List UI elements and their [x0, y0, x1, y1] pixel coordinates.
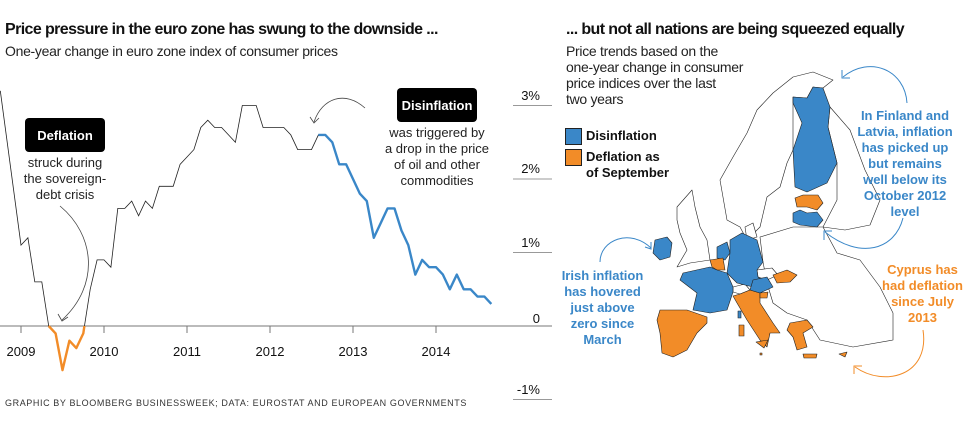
disinflation-note-line: a drop in the price — [384, 141, 490, 156]
country-slovakia — [772, 269, 798, 284]
y-tick-label: 0 — [532, 311, 540, 326]
deflation-note-line: the sovereign- — [23, 171, 107, 186]
annotation-line: well below its — [863, 172, 947, 187]
annotation-line: Irish inflation — [561, 268, 644, 283]
annotation-line: Cyprus has — [887, 262, 958, 277]
europe-map — [652, 71, 894, 359]
y-tick-label: 3% — [521, 87, 540, 103]
disinflation-label-box: Disinflation — [397, 88, 477, 122]
ireland-arrow — [599, 237, 652, 263]
disinflation-arrowhead — [309, 116, 320, 124]
annotation-line: has picked up — [861, 140, 949, 155]
legend-label-line: Deflation as — [586, 149, 660, 164]
country-netherlands — [716, 241, 731, 261]
annotation-finland-latvia: In Finland and Latvia, inflation has pic… — [850, 108, 960, 220]
legend-swatch-blue — [565, 128, 582, 145]
right-map-subtitle: Price trends based on the one-year chang… — [566, 43, 743, 107]
country-malta — [759, 352, 763, 356]
country-greece — [786, 319, 814, 351]
annotation-line: In Finland and — [860, 108, 950, 123]
deflation-note-line: struck during — [27, 155, 103, 170]
annotation-line: level — [890, 204, 920, 219]
annotation-line: October 2012 — [863, 188, 947, 203]
legend-item-disinflation: Disinflation — [565, 128, 657, 145]
annotation-cyprus: Cyprus has had deflation since July 2013 — [870, 262, 970, 326]
finland-arrowhead — [841, 70, 850, 79]
annotation-ireland: Irish inflation has hovered just above z… — [550, 268, 655, 348]
footer-credit: GRAPHIC BY BLOOMBERG BUSINESSWEEK; DATA:… — [5, 398, 467, 408]
country-sicily — [755, 339, 769, 349]
chart-annotation-arrows — [57, 97, 366, 322]
left-chart-subtitle: One-year change in euro zone index of co… — [5, 43, 338, 59]
disinflation-segment — [318, 133, 493, 305]
annotation-line: 2013 — [908, 310, 937, 325]
x-tick-label: 2014 — [421, 344, 451, 359]
disinflation-note-line: of oil and other — [393, 157, 480, 172]
annotation-line: Latvia, inflation — [857, 124, 953, 139]
annotation-line: but remains — [868, 156, 942, 171]
annotation-line: zero since — [570, 316, 635, 331]
y-tick-label: -1% — [516, 381, 540, 397]
annotation-line: since July — [891, 294, 954, 309]
x-tick-label: 2012 — [255, 344, 285, 359]
latvia-arrowhead — [823, 230, 832, 240]
country-sardinia — [738, 324, 745, 337]
x-tick-label: 2010 — [89, 344, 119, 359]
x-tick-label: 2009 — [6, 344, 36, 359]
x-tick-label: 2011 — [173, 344, 201, 359]
annotation-line: March — [583, 332, 622, 347]
country-corsica — [737, 310, 742, 319]
y-tick-label: 1% — [521, 234, 540, 250]
subtitle-line: price indices over the last — [566, 75, 716, 91]
deflation-note: struck during the sovereign- debt crisis — [5, 155, 125, 203]
deflation-label-box: Deflation — [25, 118, 105, 152]
disinflation-note-line: was triggered by — [389, 125, 485, 140]
subtitle-line: Price trends based on the — [566, 43, 719, 59]
country-spain-portugal — [656, 309, 708, 358]
x-tick-label: 2013 — [338, 344, 368, 359]
country-cyprus — [838, 351, 848, 358]
country-finland — [792, 86, 838, 193]
cyprus-arrowhead — [853, 365, 862, 374]
country-belgium — [709, 257, 726, 271]
country-crete — [802, 353, 818, 359]
latvia-arrow — [824, 217, 904, 249]
subtitle-line: two years — [566, 91, 624, 107]
subtitle-line: one-year change in consumer — [566, 59, 744, 75]
legend-label: Deflation as of September — [586, 149, 669, 181]
right-map-title: ... but not all nations are being squeez… — [566, 21, 905, 38]
country-united-kingdom — [676, 189, 711, 268]
disinflation-note: was triggered by a drop in the price of … — [372, 125, 502, 189]
finland-arrow — [842, 66, 908, 104]
ireland-arrowhead — [644, 242, 652, 250]
legend-item-deflation: Deflation as of September — [565, 149, 669, 181]
deflation-note-line: debt crisis — [35, 187, 95, 202]
y-tick-label: 2% — [521, 161, 540, 176]
disinflation-note-line: commodities — [400, 173, 474, 188]
country-eastern-europe — [759, 226, 894, 348]
country-scandinavia — [719, 71, 834, 241]
disinflation-arrow — [313, 97, 366, 123]
country-ireland — [652, 236, 673, 261]
map-annotation-arrows — [599, 66, 925, 378]
country-slovenia — [759, 291, 769, 299]
chart-axes — [0, 105, 552, 400]
legend-label-line: of September — [586, 165, 670, 180]
annotation-line: has hovered — [564, 284, 641, 299]
country-latvia — [792, 209, 824, 228]
left-chart-title: Price pressure in the euro zone has swun… — [5, 21, 438, 38]
country-france — [679, 266, 734, 314]
legend-label: Disinflation — [586, 128, 657, 143]
annotation-line: had deflation — [882, 278, 963, 293]
annotation-line: just above — [570, 300, 635, 315]
country-austria — [749, 276, 774, 294]
deflation-arrow — [59, 205, 89, 321]
legend-swatch-orange — [565, 149, 582, 166]
country-estonia — [794, 194, 824, 211]
deflation-arrowhead — [57, 313, 69, 322]
chart-lines — [0, 90, 493, 372]
deflation-segment — [47, 325, 86, 372]
cyprus-arrow — [854, 329, 925, 378]
